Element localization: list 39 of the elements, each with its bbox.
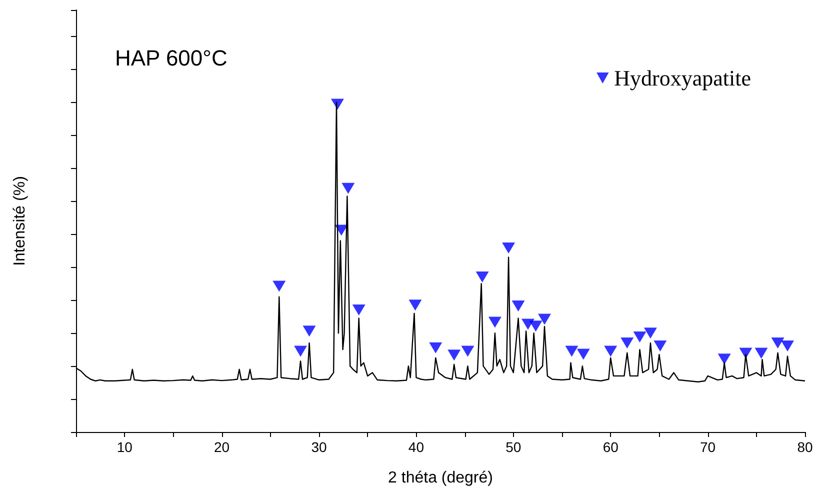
- point: [302, 326, 316, 337]
- x-tick-label: 70: [700, 439, 716, 455]
- point: [576, 348, 590, 360]
- x-axis-title: 2 théta (degré): [388, 470, 493, 486]
- point: [620, 337, 634, 348]
- x-tick-label: 80: [797, 439, 813, 455]
- x-tick-label: 30: [311, 439, 327, 455]
- point: [272, 280, 286, 292]
- point: [718, 354, 731, 365]
- x-tick-label: 50: [506, 439, 522, 455]
- x-tick-label: 40: [408, 439, 424, 455]
- x-tick-label: 10: [116, 439, 133, 455]
- point: [342, 182, 355, 194]
- point: [352, 304, 366, 316]
- x-tick-label: 60: [602, 439, 619, 455]
- point: [448, 350, 461, 361]
- point: [604, 346, 618, 357]
- point: [739, 348, 752, 359]
- point: [771, 337, 784, 348]
- point: [565, 346, 578, 357]
- point: [294, 346, 308, 357]
- x-tick-label: 20: [214, 439, 230, 455]
- point: [461, 346, 474, 357]
- y-axis-title: Intensité (%): [12, 176, 28, 266]
- point: [429, 342, 442, 354]
- point: [781, 340, 794, 352]
- point: [529, 320, 542, 332]
- point: [502, 242, 516, 254]
- point: [488, 316, 502, 328]
- point: [476, 272, 489, 283]
- point: [644, 328, 657, 339]
- point: [654, 340, 667, 352]
- chart-title: HAP 600°C: [115, 46, 228, 70]
- point: [512, 300, 525, 312]
- point: [408, 300, 422, 311]
- point: [538, 314, 552, 325]
- point: [633, 332, 646, 343]
- legend-label: Hydroxyapatite: [614, 66, 752, 90]
- point: [754, 348, 768, 359]
